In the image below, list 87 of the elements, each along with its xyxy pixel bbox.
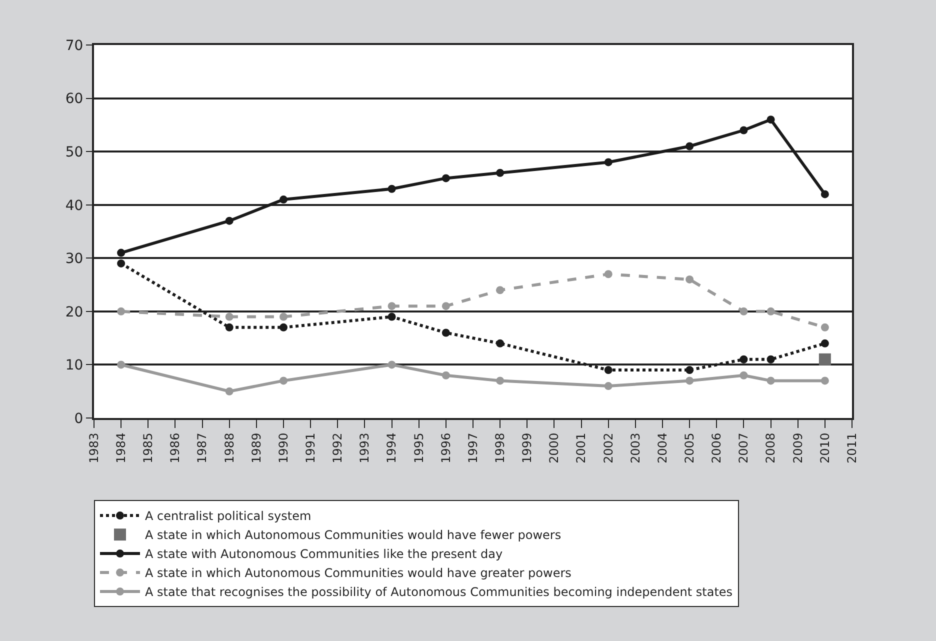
point <box>820 190 829 198</box>
x-tick-label: 2006 <box>710 432 724 464</box>
x-tick-label: 2003 <box>628 432 642 464</box>
point <box>604 366 612 374</box>
x-tick-label: 2008 <box>764 432 778 464</box>
y-tick-label: 70 <box>65 38 84 54</box>
x-tick-label: 2002 <box>601 432 616 464</box>
y-tick-label: 30 <box>65 251 84 268</box>
point <box>604 382 612 390</box>
legend-label: A state in which Autonomous Communities would have fewer powers <box>145 528 562 542</box>
x-tick-label: 1994 <box>384 432 399 464</box>
y-tick-label: 40 <box>65 198 84 214</box>
point <box>388 184 396 193</box>
point <box>442 174 450 182</box>
point <box>388 302 396 310</box>
point <box>686 275 694 284</box>
x-tick-label: 1993 <box>358 432 372 464</box>
x-tick-label: 1983 <box>86 432 101 464</box>
point <box>766 307 775 316</box>
x-tick-label: 1989 <box>249 432 264 464</box>
point <box>686 142 694 150</box>
point <box>496 168 504 177</box>
point <box>766 355 775 364</box>
legend-label: A state that recognises the possibility of Autonomous Communities becoming independent states <box>145 585 733 600</box>
point <box>117 307 126 316</box>
point <box>225 323 234 332</box>
point <box>280 312 288 321</box>
y-tick-label: 10 <box>65 358 84 374</box>
x-tick-label: 1992 <box>330 432 345 464</box>
point <box>820 323 829 332</box>
x-tick-label: 2007 <box>736 432 751 464</box>
x-tick-label: 1995 <box>412 432 426 464</box>
x-tick-label: 1997 <box>466 432 480 464</box>
y-tick-label: 20 <box>65 304 84 320</box>
y-tick-label: 60 <box>65 91 84 108</box>
point <box>117 248 126 257</box>
point <box>388 312 396 321</box>
point <box>388 360 396 369</box>
point <box>740 371 748 380</box>
point <box>225 216 234 225</box>
point <box>740 126 748 134</box>
x-tick-label: 1988 <box>222 432 236 464</box>
x-tick-label: 2000 <box>547 432 562 464</box>
point <box>604 158 612 166</box>
x-tick-label: 1985 <box>141 432 156 464</box>
x-tick-label: 1996 <box>438 432 453 464</box>
point <box>686 366 694 374</box>
legend-label: A state with Autonomous Communities like the present day <box>145 547 503 562</box>
x-tick-label: 1990 <box>276 432 290 464</box>
y-tick-label: 0 <box>74 410 84 427</box>
x-tick-label: 1999 <box>520 432 534 464</box>
point <box>225 312 234 321</box>
point <box>818 353 831 366</box>
point <box>496 339 504 348</box>
point <box>280 196 288 204</box>
point <box>280 323 288 332</box>
point <box>442 328 450 337</box>
point <box>820 376 829 385</box>
point <box>280 376 288 385</box>
point <box>117 360 126 369</box>
x-tick-label: 2009 <box>790 432 805 464</box>
legend-label: A state in which Autonomous Communities would have greater powers <box>145 566 572 580</box>
point <box>442 302 450 310</box>
point <box>496 376 504 385</box>
y-tick-label: 50 <box>65 144 84 160</box>
point <box>740 307 748 316</box>
x-tick-label: 1991 <box>303 432 318 464</box>
point <box>766 116 775 124</box>
x-tick-label: 1987 <box>195 432 210 464</box>
point <box>117 259 126 268</box>
point <box>225 387 234 396</box>
point <box>604 270 612 278</box>
point <box>442 371 450 380</box>
point <box>740 355 748 364</box>
x-tick-label: 2001 <box>574 432 588 464</box>
x-tick-label: 1998 <box>492 432 507 464</box>
x-tick-label: 2004 <box>655 432 670 464</box>
x-tick-label: 2010 <box>818 432 832 464</box>
point <box>820 339 829 348</box>
point <box>496 286 504 294</box>
point <box>686 376 694 385</box>
point <box>766 376 775 385</box>
legend-label: A centralist political system <box>145 509 312 524</box>
x-tick-label: 1986 <box>168 432 182 464</box>
x-tick-label: 2005 <box>682 432 696 464</box>
x-tick-label: 1984 <box>114 432 128 464</box>
x-tick-label: 2011 <box>844 432 859 464</box>
